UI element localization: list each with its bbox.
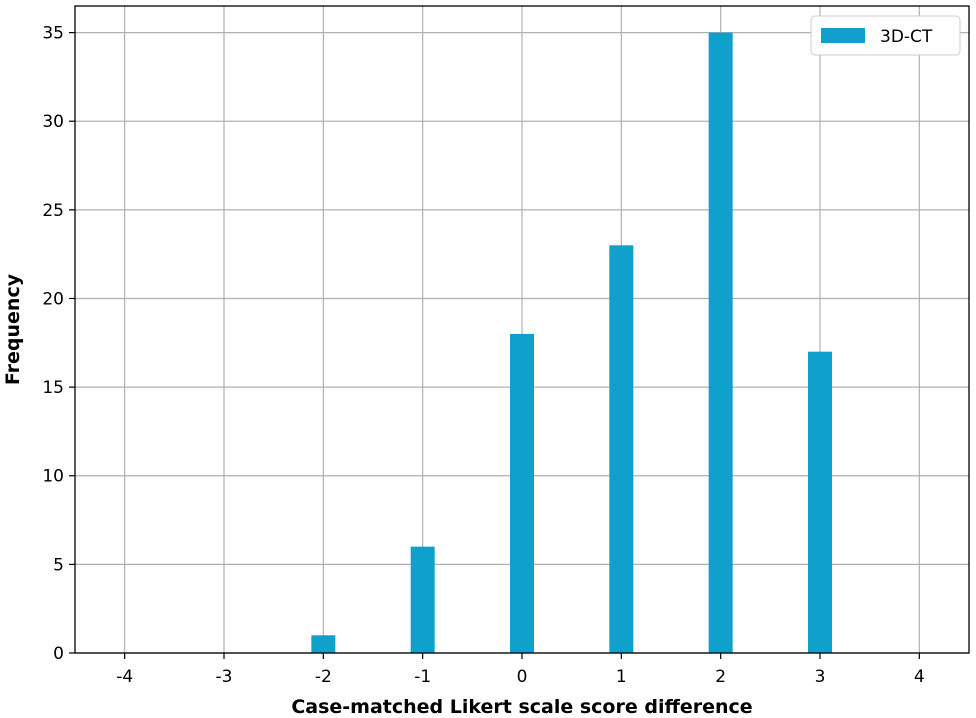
- x-tick-label: 4: [914, 667, 925, 687]
- bar: [609, 245, 634, 653]
- legend: 3D-CT: [810, 15, 961, 56]
- bar: [808, 351, 832, 653]
- ticks: -4 -3 -2 -1 0 1 2 3 4 0 5 10 15 20 25 30 35: [42, 24, 924, 687]
- y-tick-label: 35: [42, 24, 64, 44]
- y-tick-label: 20: [42, 289, 64, 309]
- x-tick-label: 3: [815, 667, 826, 687]
- y-tick-label: 25: [42, 201, 64, 221]
- legend-label: 3D-CT: [880, 27, 933, 47]
- legend-box: [810, 15, 961, 56]
- x-tick-label: -1: [414, 667, 431, 687]
- y-tick-label: 0: [53, 644, 64, 664]
- y-tick-label: 30: [42, 112, 64, 132]
- y-axis-title: Frequency: [2, 273, 24, 385]
- x-tick-label: -4: [116, 667, 133, 687]
- y-tick-label: 5: [53, 555, 64, 575]
- x-tick-label: -3: [216, 667, 233, 687]
- x-axis-title: Case-matched Likert scale score differen…: [291, 696, 752, 718]
- bar: [410, 546, 435, 653]
- legend-swatch: [821, 28, 865, 43]
- bar: [311, 635, 336, 653]
- x-tick-label: 2: [715, 667, 726, 687]
- x-tick-label: 0: [517, 667, 528, 687]
- y-tick-label: 10: [42, 467, 64, 487]
- x-tick-label: -2: [315, 667, 332, 687]
- y-tick-label: 15: [42, 378, 64, 398]
- bars: [311, 32, 832, 653]
- x-tick-label: 1: [616, 667, 627, 687]
- bar: [708, 32, 733, 653]
- bar: [510, 333, 534, 653]
